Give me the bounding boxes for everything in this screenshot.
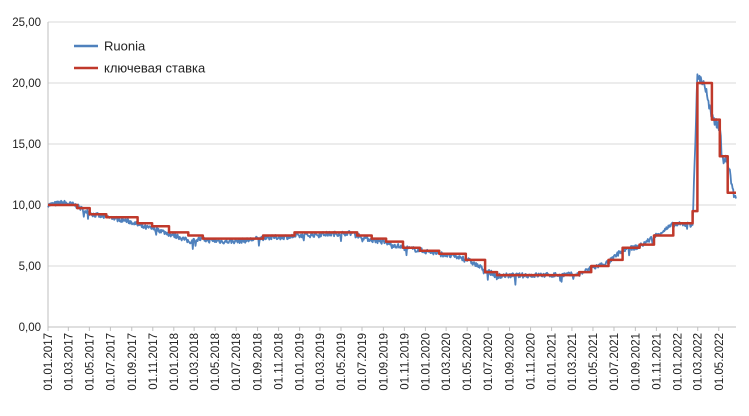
x-tick-label: 01.03.2018	[189, 333, 201, 391]
x-tick-label: 01.07.2018	[231, 333, 243, 391]
x-tick-label: 01.05.2022	[714, 333, 726, 391]
y-axis: 0,00 5,00 10,00 15,00 20,00 25,00	[12, 17, 49, 334]
y-tick-label: 0,00	[19, 322, 41, 334]
series-line	[47, 73, 737, 286]
x-tick-label: 01.09.2021	[630, 333, 642, 391]
x-tick-label: 01.03.2019	[315, 333, 327, 391]
x-tick-label: 01.07.2020	[483, 333, 495, 391]
x-tick-label: 01.07.2019	[357, 333, 369, 391]
x-tick-label: 01.01.2017	[43, 333, 55, 391]
x-tick-label: 01.09.2020	[505, 333, 517, 391]
x-tick-label: 01.05.2021	[588, 333, 600, 391]
series-lines	[47, 73, 737, 286]
x-tick-label: 01.03.2022	[693, 333, 705, 391]
series-line	[48, 81, 736, 277]
gridlines	[48, 21, 736, 267]
x-tick-label: 01.01.2019	[295, 333, 307, 391]
x-tick-label: 01.05.2020	[462, 333, 474, 391]
legend-label: Ruonia	[104, 39, 146, 54]
x-tick-label: 01.03.2021	[567, 333, 579, 391]
x-tick-label: 01.05.2018	[210, 333, 222, 391]
x-tick-label: 01.11.2021	[651, 333, 663, 390]
x-tick-label: 01.01.2018	[169, 333, 181, 391]
x-tick-label: 01.07.2017	[105, 333, 117, 391]
y-tick-label: 10,00	[12, 200, 41, 212]
x-tick-label: 01.03.2020	[441, 333, 453, 391]
x-tick-label: 01.09.2019	[378, 333, 390, 391]
y-tick-label: 25,00	[12, 17, 41, 29]
x-tick-label: 01.05.2017	[84, 333, 96, 391]
x-tick-label: 01.01.2020	[420, 333, 432, 391]
x-tick-label: 01.05.2019	[336, 333, 348, 391]
x-tick-label: 01.11.2018	[274, 333, 286, 390]
x-tick-label: 01.09.2017	[127, 333, 139, 391]
x-tick-label: 01.03.2017	[63, 333, 75, 391]
x-tick-label: 01.07.2021	[609, 333, 621, 391]
y-tick-label: 20,00	[12, 78, 41, 90]
x-tick-label: 01.11.2020	[526, 333, 538, 390]
legend-label: ключевая ставка	[104, 61, 206, 76]
legend: Ruonia ключевая ставка	[74, 39, 206, 76]
y-tick-label: 15,00	[12, 139, 41, 151]
y-tick-label: 5,00	[19, 261, 41, 273]
x-tick-label: 01.01.2021	[547, 333, 559, 391]
x-tick-label: 01.11.2019	[399, 333, 411, 390]
x-tick-label: 01.01.2022	[672, 333, 684, 391]
x-tick-label: 01.11.2017	[148, 333, 160, 390]
x-axis: 01.01.2017 01.03.2017 01.05.2017 01.07.2017…	[43, 326, 736, 391]
x-tick-label: 01.09.2018	[253, 333, 265, 391]
